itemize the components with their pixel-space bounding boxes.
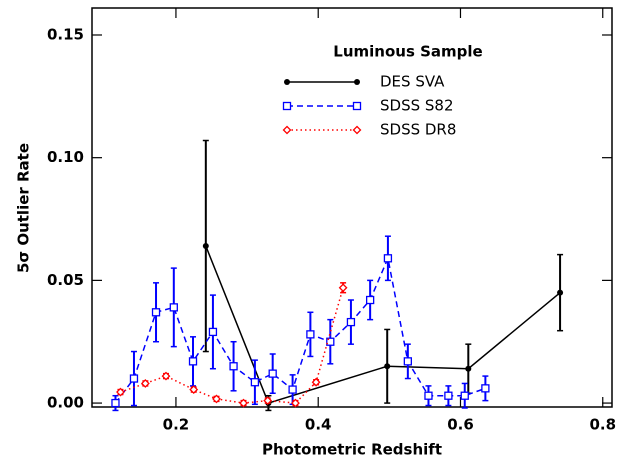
x-tick-label: 0.8 [589,416,616,434]
series-line [114,255,486,404]
marker [161,371,171,381]
marker [306,330,315,339]
y-tick-label: 0.10 [47,148,84,166]
marker [326,337,335,346]
marker [250,378,260,387]
legend-label: SDSS DR8 [380,121,456,139]
legend-label: DES SVA [380,73,445,91]
marker [169,303,178,312]
marker [465,365,472,372]
x-axis-label: Photometric Redshift [262,441,442,459]
legend-marker [282,125,292,135]
marker [151,308,161,317]
marker [111,398,120,408]
legend-marker [354,79,360,85]
marker [557,289,564,296]
marker [263,396,273,406]
y-tick-label: 0.00 [47,394,84,412]
y-tick-label: 0.05 [47,271,84,289]
marker [365,295,375,305]
y-axis-label: 5σ Outlier Rate [15,143,33,273]
y-tick-label: 0.15 [47,25,84,43]
legend-label: SDSS S82 [380,97,454,115]
marker [346,317,356,327]
legend-marker [282,101,292,111]
marker [288,385,297,394]
plot-frame [91,7,613,408]
x-tick-label: 0.6 [447,416,474,434]
legend-marker [352,101,362,111]
marker [129,374,139,383]
marker [384,363,391,370]
marker [383,254,393,263]
marker [268,369,277,378]
marker [338,283,348,293]
marker [460,391,469,400]
marker [140,379,150,388]
marker [208,327,218,337]
legend-marker [352,125,362,135]
marker [229,362,238,371]
marker [202,243,209,250]
legend-title: Luminous Sample [333,43,482,61]
marker [424,391,433,400]
marker [481,384,490,393]
marker [188,357,198,366]
marker [403,357,412,366]
series-line [120,287,344,404]
x-tick-label: 0.4 [305,416,332,434]
marker [116,387,125,397]
marker [311,377,321,387]
legend-marker [284,79,290,85]
marker [212,394,221,404]
marker [189,385,199,394]
marker [444,391,453,400]
marker [239,398,248,408]
x-tick-label: 0.2 [163,416,190,434]
marker [291,398,300,408]
